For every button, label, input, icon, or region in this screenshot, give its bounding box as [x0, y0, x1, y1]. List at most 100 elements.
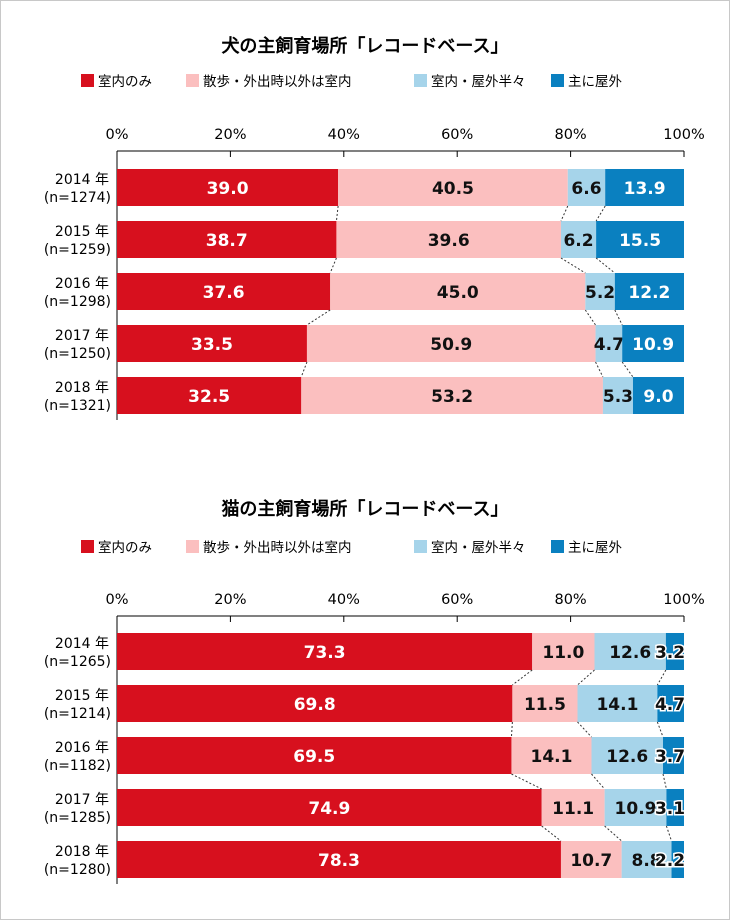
data-label: 13.9 — [624, 179, 666, 199]
data-label: 11.1 — [552, 799, 594, 819]
bar-segment — [338, 169, 568, 206]
bar-segment — [585, 273, 615, 310]
legend-swatch — [414, 74, 427, 87]
connector-line — [656, 669, 667, 686]
x-tick-label: 60% — [441, 127, 473, 143]
data-label: 73.3 — [304, 643, 346, 663]
data-label: 78.3 — [318, 851, 360, 871]
connector-line — [511, 773, 542, 790]
x-tick-label: 60% — [441, 592, 473, 608]
connector-line — [329, 257, 337, 274]
category-year-label: 2015 年 — [55, 688, 109, 704]
bar-row: 2016 年 (n=1298) 37.6 45.0 5.2 12.2 — [44, 273, 684, 310]
legend-swatch — [81, 74, 94, 87]
data-label: 11.5 — [524, 695, 566, 715]
bar-segment — [117, 325, 307, 362]
bar-segment — [632, 377, 684, 414]
bar-segment — [614, 273, 684, 310]
bar-segment — [577, 685, 658, 722]
x-tick-label: 80% — [554, 592, 586, 608]
category-n-label: (n=1259) — [44, 242, 111, 258]
legend-swatch — [186, 540, 199, 553]
bar-row: 2018 年 (n=1280) 78.3 10.7 8.82.2 — [44, 841, 687, 878]
data-label: 2.2 — [655, 851, 685, 871]
bar-segment — [560, 841, 622, 878]
category-year-label: 2018 年 — [55, 380, 109, 396]
connector-line — [591, 773, 605, 790]
category-year-label: 2014 年 — [55, 172, 109, 188]
connector-line — [614, 309, 623, 326]
bar-segment — [595, 325, 623, 362]
data-label: 39.6 — [428, 231, 470, 251]
data-label: 12.6 — [606, 747, 648, 767]
data-label: 38.7 — [206, 231, 248, 251]
data-label: 37.6 — [203, 283, 245, 303]
legend-swatch — [186, 74, 199, 87]
data-label: 12.2 — [628, 283, 670, 303]
bar-row: 2018 年 (n=1321) 32.5 53.2 5.3 9.0 — [44, 377, 684, 414]
bar-row: 2015 年 (n=1259) 38.7 39.6 6.2 15.5 — [44, 221, 684, 258]
bar-segment — [511, 737, 592, 774]
data-label: 11.0 — [542, 643, 584, 663]
data-label: 5.2 — [585, 283, 615, 303]
x-tick-label: 80% — [554, 127, 586, 143]
connector-line — [595, 257, 616, 274]
category-year-label: 2014 年 — [55, 636, 109, 652]
data-label: 69.8 — [294, 695, 336, 715]
bar-segment — [117, 737, 512, 774]
legend-swatch — [81, 540, 94, 553]
connector-line — [584, 309, 596, 326]
connector-line — [577, 669, 595, 686]
data-label: 4.7 — [655, 695, 685, 715]
data-label: 9.0 — [643, 387, 673, 407]
category-n-label: (n=1250) — [44, 346, 111, 362]
connector-line — [560, 257, 586, 274]
x-tick-label: 20% — [214, 127, 246, 143]
category-year-label: 2018 年 — [55, 844, 109, 860]
bar-segment — [301, 377, 603, 414]
data-label: 39.0 — [207, 179, 249, 199]
chart-2: 猫の主飼育場所「レコードベース」室内のみ 散歩・外出時以外は室内 室内・屋外半々 主に… — [44, 498, 705, 884]
data-label: 3.2 — [655, 643, 685, 663]
category-n-label: (n=1321) — [44, 398, 111, 414]
legend-label: 主に屋外 — [568, 540, 622, 556]
bar-segment — [117, 377, 302, 414]
legend-swatch — [414, 540, 427, 553]
bar-row: 2014 年 (n=1265) 73.3 11.0 12.6 3.2 — [44, 633, 687, 670]
data-label: 3.7 — [655, 747, 685, 767]
category-n-label: (n=1280) — [44, 862, 111, 878]
bar-segment — [604, 789, 667, 826]
bar-segment — [605, 169, 684, 206]
category-year-label: 2017 年 — [55, 328, 109, 344]
x-tick-label: 0% — [105, 592, 128, 608]
bar-segment — [512, 685, 578, 722]
data-label: 14.1 — [530, 747, 572, 767]
legend-item: 室内・屋外半々 — [414, 73, 526, 90]
data-label: 4.7 — [594, 335, 624, 355]
connector-line — [300, 361, 308, 378]
connector-line — [510, 721, 513, 738]
bar-segment — [621, 841, 672, 878]
bar-segment — [117, 273, 331, 310]
connector-line — [560, 205, 569, 222]
category-year-label: 2017 年 — [55, 792, 109, 808]
x-tick-label: 40% — [328, 592, 360, 608]
connector-line — [577, 721, 592, 738]
bar-segment — [591, 737, 663, 774]
category-year-label: 2015 年 — [55, 224, 109, 240]
connector-line — [656, 721, 664, 738]
bar-segment — [117, 169, 339, 206]
data-label: 6.6 — [571, 179, 601, 199]
x-tick-label: 0% — [105, 127, 128, 143]
x-tick-label: 40% — [328, 127, 360, 143]
data-label: 40.5 — [432, 179, 474, 199]
connector-line — [306, 309, 331, 326]
data-label: 74.9 — [308, 799, 350, 819]
legend-item: 室内・屋外半々 — [414, 539, 526, 556]
bar-segment — [117, 633, 533, 670]
legend-item: 室内のみ — [81, 539, 152, 556]
bar-row: 2016 年 (n=1182) 69.5 14.1 12.6 3.7 — [44, 737, 687, 774]
data-label: 32.5 — [188, 387, 230, 407]
